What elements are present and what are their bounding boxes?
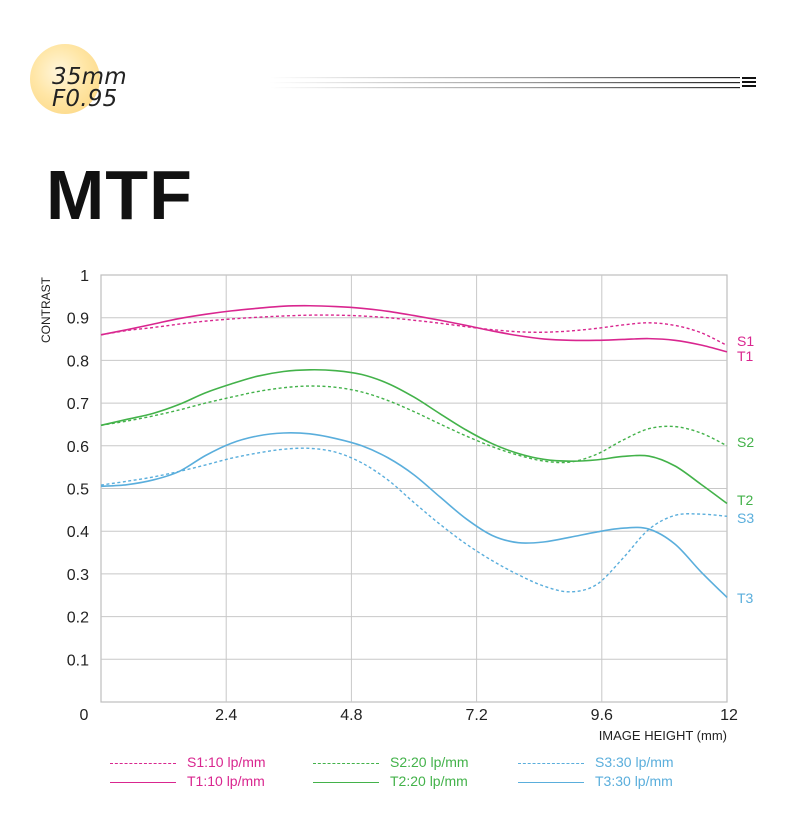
y-tick-label: 0.7 <box>67 396 89 413</box>
lens-badge-circle <box>30 44 100 114</box>
y-tick-label: 0.1 <box>67 652 89 669</box>
decorative-lines <box>270 77 740 89</box>
menu-icon[interactable] <box>742 77 756 89</box>
y-axis-label: CONTRAST <box>39 276 53 343</box>
x-axis-label: IMAGE HEIGHT (mm) <box>599 728 727 743</box>
y-tick-label: 0.6 <box>67 439 89 456</box>
x-tick-label: 0 <box>80 707 89 724</box>
page-title: MTF <box>46 156 193 234</box>
x-tick-label: 2.4 <box>215 707 237 724</box>
series-line-t2 <box>100 368 728 505</box>
series-end-label: T2 <box>737 492 754 508</box>
x-tick-label: 9.6 <box>591 707 613 724</box>
series-line-s2 <box>100 385 728 464</box>
series-line-t3 <box>100 432 728 598</box>
series-end-label: S3 <box>737 510 754 526</box>
y-tick-label: 1 <box>80 268 89 285</box>
x-tick-label: 7.2 <box>465 707 487 724</box>
focal-length: 35mm <box>52 64 127 90</box>
aperture: F0.95 <box>52 86 118 112</box>
series-end-label: T1 <box>737 348 754 364</box>
lens-badge-text: 35mm F0.95 <box>52 64 127 112</box>
x-tick-label: 4.8 <box>340 707 362 724</box>
series-end-label: T3 <box>737 590 754 606</box>
y-tick-label: 0.9 <box>67 311 89 328</box>
series-line-s3 <box>100 447 728 593</box>
y-tick-label: 0.3 <box>67 567 89 584</box>
header: 35mm F0.95 MTF <box>0 0 790 234</box>
series-line-t1 <box>100 304 728 353</box>
y-tick-label: 0.5 <box>67 482 89 499</box>
series-end-label: S1 <box>737 333 754 349</box>
y-tick-label: 0.8 <box>67 353 89 370</box>
series-end-label: S2 <box>737 434 754 450</box>
series-line-s1 <box>100 314 728 347</box>
y-tick-label: 0.4 <box>67 524 89 541</box>
x-tick-label: 12 <box>720 707 738 724</box>
y-tick-label: 0.2 <box>67 610 89 627</box>
